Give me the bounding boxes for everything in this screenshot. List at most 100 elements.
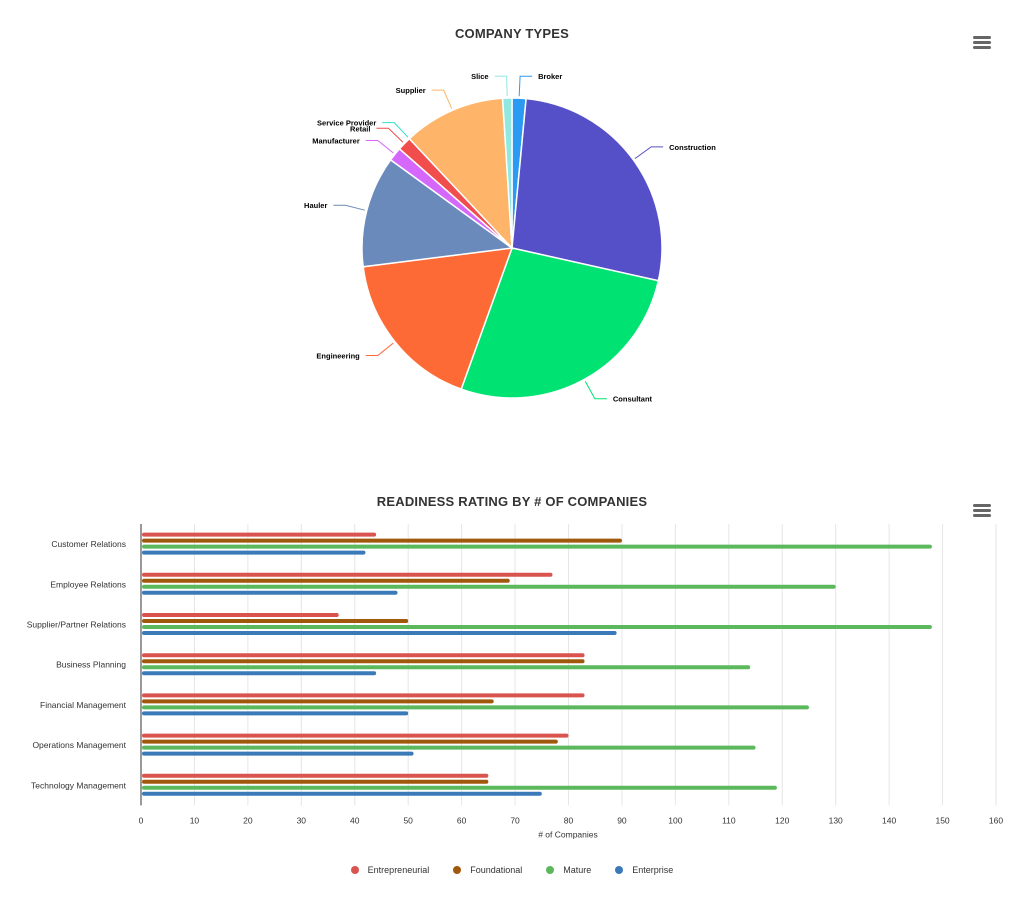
bar[interactable] (142, 631, 617, 635)
bar[interactable] (142, 653, 585, 658)
bar[interactable] (142, 699, 494, 704)
bar[interactable] (142, 659, 585, 664)
bar[interactable] (142, 544, 932, 549)
pie-connector-line (382, 122, 409, 138)
pie-slice[interactable] (361, 158, 514, 268)
bar[interactable] (142, 613, 339, 617)
hamburger-menu-icon[interactable] (973, 504, 991, 518)
pie-slice-label: Supplier (396, 86, 426, 95)
legend-marker (615, 866, 624, 874)
bar[interactable] (142, 705, 809, 710)
legend-label: Foundational (470, 865, 523, 875)
x-tick-label: 90 (617, 815, 627, 825)
pie-connector-line (376, 127, 404, 143)
bar[interactable] (142, 791, 542, 796)
pie-slice[interactable] (501, 97, 513, 249)
x-tick-label: 150 (935, 815, 949, 825)
bar[interactable] (142, 619, 409, 623)
legend-item[interactable]: Mature (546, 865, 591, 875)
legend-label: Enterprise (632, 865, 674, 875)
bar[interactable] (142, 625, 932, 629)
x-tick-label: 50 (403, 815, 413, 825)
y-category-label: Supplier/Partner Relations (27, 620, 126, 630)
bar[interactable] (142, 538, 622, 543)
pie-connector-line (333, 204, 365, 211)
bar[interactable] (142, 773, 489, 778)
chart-legend: Entrepreneurial Foundational Mature Enterpr… (0, 865, 1024, 875)
x-tick-label: 110 (722, 815, 736, 825)
pie-slice-label: Service Provider (317, 119, 376, 128)
pie-slice-label: Broker (538, 72, 562, 81)
bar[interactable] (142, 751, 414, 756)
x-tick-label: 20 (243, 815, 253, 825)
pie-slice-label: Manufacturer (312, 136, 360, 145)
pie-chart-title: COMPANY TYPES (454, 26, 570, 41)
bar[interactable] (142, 779, 489, 784)
pie-slice[interactable] (408, 97, 513, 251)
bar[interactable] (142, 550, 366, 555)
bar-chart-panel: READINESS RATING BY # OF COMPANIES 0 10 20… (0, 480, 1024, 902)
pie-slice-label: Construction (669, 143, 716, 152)
y-category-label: Technology Management (31, 780, 127, 790)
pie-chart: Broker Construction Consultant Engineering H… (304, 72, 716, 404)
y-category-label: Financial Management (40, 700, 127, 710)
bar[interactable] (142, 739, 558, 744)
bar[interactable] (142, 671, 377, 676)
x-tick-label: 0 (139, 815, 144, 825)
legend-marker (546, 866, 555, 874)
x-tick-label: 80 (564, 815, 574, 825)
bar[interactable] (142, 733, 569, 738)
bar-chart: 0 10 20 30 40 50 60 70 80 90 100 110 120 130 140 150 160… (27, 524, 1003, 839)
x-tick-label: 30 (297, 815, 307, 825)
bar[interactable] (142, 745, 756, 750)
legend-label: Mature (563, 865, 592, 875)
pie-connector-line (365, 139, 394, 154)
pie-slice[interactable] (362, 247, 514, 391)
pie-connector-line (365, 342, 394, 357)
pie-slice-label: Hauler (304, 201, 327, 210)
y-category-label: Operations Management (32, 740, 126, 750)
bar[interactable] (142, 572, 553, 577)
y-category-label: Employee Relations (50, 579, 126, 589)
pie-slice-label: Engineering (316, 352, 360, 361)
x-tick-label: 120 (775, 815, 789, 825)
x-tick-label: 70 (510, 815, 520, 825)
bar[interactable] (142, 584, 836, 589)
pie-connector-line (494, 75, 508, 97)
bar-chart-title: READINESS RATING BY # OF COMPANIES (376, 494, 648, 509)
bar[interactable] (142, 665, 751, 670)
pie-chart-panel: COMPANY TYPES Broker Construction Consulta… (304, 26, 991, 404)
legend-item[interactable]: Foundational (453, 865, 522, 875)
pie-slice-label: Consultant (613, 395, 653, 404)
pie-connector-line (431, 89, 453, 109)
legend-marker (350, 866, 359, 874)
pie-slice[interactable] (511, 97, 663, 282)
x-tick-label: 140 (882, 815, 896, 825)
pie-connector-line (634, 146, 664, 160)
x-tick-label: 10 (190, 815, 200, 825)
y-category-label: Customer Relations (51, 539, 126, 549)
pie-connector-line (518, 75, 533, 97)
legend-item[interactable]: Entrepreneurial (350, 865, 430, 875)
bar[interactable] (142, 578, 510, 583)
bar[interactable] (142, 785, 777, 790)
pie-connector-line (584, 380, 607, 400)
x-tick-label: 160 (989, 815, 1003, 825)
bar[interactable] (142, 711, 409, 716)
y-category-label: Business Planning (56, 660, 126, 670)
bar[interactable] (142, 532, 377, 537)
pie-slice-label: Slice (471, 72, 489, 81)
x-tick-label: 100 (668, 815, 682, 825)
hamburger-menu-icon[interactable] (973, 36, 991, 50)
legend-label: Entrepreneurial (367, 865, 430, 875)
bar[interactable] (142, 590, 398, 595)
pie-slice-label: Retail (350, 124, 370, 133)
x-axis-title: # of Companies (538, 829, 598, 839)
x-tick-label: 130 (829, 815, 843, 825)
pie-slice[interactable] (460, 247, 660, 399)
legend-item[interactable]: Enterprise (615, 865, 673, 875)
bar[interactable] (142, 693, 585, 698)
legend-marker (453, 866, 462, 874)
x-tick-label: 40 (350, 815, 360, 825)
x-tick-label: 60 (457, 815, 467, 825)
